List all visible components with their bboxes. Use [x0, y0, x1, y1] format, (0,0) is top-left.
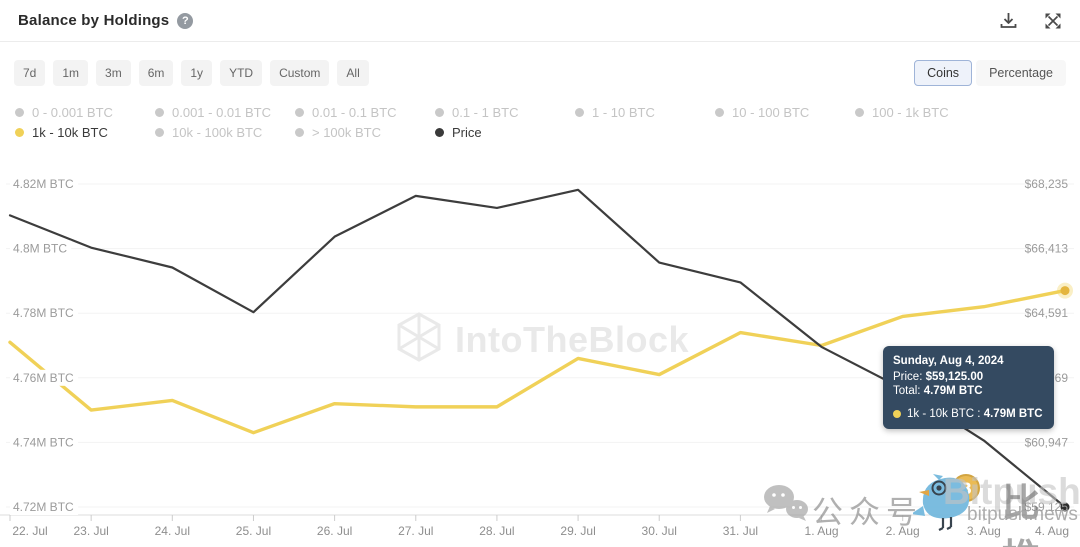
range-button-1m[interactable]: 1m [53, 60, 89, 86]
svg-text:$64,591: $64,591 [1025, 306, 1069, 320]
range-button-7d[interactable]: 7d [14, 60, 46, 86]
legend-item[interactable]: 0.001 - 0.01 BTC [155, 104, 295, 120]
legend-dot-icon [15, 107, 24, 117]
tooltip-price: Price: $59,125.00 [893, 371, 984, 383]
legend-dot-icon [295, 127, 304, 137]
legend-dot-icon [435, 107, 444, 117]
legend-label: 0.1 - 1 BTC [452, 104, 519, 120]
svg-text:4. Aug: 4. Aug [1035, 524, 1069, 538]
svg-text:$66,413: $66,413 [1025, 242, 1069, 256]
range-button-all[interactable]: All [337, 60, 369, 86]
legend-item[interactable]: Price [435, 124, 575, 140]
svg-text:4.82M BTC: 4.82M BTC [13, 177, 74, 191]
legend-item[interactable]: 10k - 100k BTC [155, 124, 295, 140]
legend-label: 0 - 0.001 BTC [32, 104, 113, 120]
svg-text:22. Jul: 22. Jul [12, 524, 47, 538]
legend-dot-icon [435, 127, 444, 137]
legend-label: Price [452, 124, 482, 140]
legend-item[interactable]: 1 - 10 BTC [575, 104, 715, 120]
toolbar: 7d 1m 3m 6m 1y YTD Custom All Coins Percentage [0, 55, 1080, 91]
svg-text:1. Aug: 1. Aug [805, 524, 839, 538]
legend-item[interactable]: 100 - 1k BTC [855, 104, 995, 120]
legend-label: 1 - 10 BTC [592, 104, 655, 120]
tooltip-date: Sunday, Aug 4, 2024 [893, 355, 1004, 367]
range-button-3m[interactable]: 3m [96, 60, 131, 86]
legend-dot-icon [155, 127, 164, 137]
toggle-coins[interactable]: Coins [914, 60, 973, 86]
legend-item[interactable]: 0 - 0.001 BTC [15, 104, 155, 120]
svg-text:24. Jul: 24. Jul [155, 524, 190, 538]
legend-item[interactable]: 10 - 100 BTC [715, 104, 855, 120]
legend-label: 1k - 10k BTC [32, 124, 108, 140]
svg-text:26. Jul: 26. Jul [317, 524, 352, 538]
view-toggle: Coins Percentage [914, 60, 1066, 86]
legend-label: 100 - 1k BTC [872, 104, 949, 120]
legend-item[interactable]: 0.01 - 0.1 BTC [295, 104, 435, 120]
svg-text:4.74M BTC: 4.74M BTC [13, 435, 74, 449]
range-button-ytd[interactable]: YTD [220, 60, 263, 86]
svg-text:29. Jul: 29. Jul [560, 524, 595, 538]
svg-text:4.72M BTC: 4.72M BTC [13, 500, 74, 514]
legend-label: 0.001 - 0.01 BTC [172, 104, 271, 120]
legend-dot-icon [15, 127, 24, 137]
range-button-6m[interactable]: 6m [138, 60, 174, 86]
range-button-custom[interactable]: Custom [270, 60, 330, 86]
series-dot-icon [893, 410, 901, 418]
expand-icon[interactable] [1044, 12, 1062, 30]
legend-dot-icon [575, 107, 584, 117]
legend-dot-icon [295, 107, 304, 117]
legend-label: 10k - 100k BTC [172, 124, 263, 140]
range-button-1y[interactable]: 1y [181, 60, 213, 86]
svg-text:25. Jul: 25. Jul [236, 524, 271, 538]
svg-text:23. Jul: 23. Jul [73, 524, 108, 538]
svg-text:$68,235: $68,235 [1025, 177, 1069, 191]
download-icon[interactable] [999, 11, 1018, 30]
legend-label: 0.01 - 0.1 BTC [312, 104, 397, 120]
header: Balance by Holdings ? [0, 0, 1080, 42]
tooltip-series-row: 1k - 10k BTC : 4.79M BTC [893, 407, 1044, 421]
legend-item[interactable]: 1k - 10k BTC [15, 124, 155, 140]
svg-text:$60,947: $60,947 [1025, 435, 1069, 449]
help-icon[interactable]: ? [177, 12, 194, 29]
svg-text:4.8M BTC: 4.8M BTC [13, 242, 67, 256]
toggle-percentage[interactable]: Percentage [976, 60, 1066, 86]
tooltip-total: Total: 4.79M BTC [893, 385, 983, 397]
legend-item[interactable]: > 100k BTC [295, 124, 435, 140]
svg-text:3. Aug: 3. Aug [967, 524, 1001, 538]
legend-dot-icon [855, 107, 864, 117]
svg-text:30. Jul: 30. Jul [642, 524, 677, 538]
svg-text:4.78M BTC: 4.78M BTC [13, 306, 74, 320]
legend-label: 10 - 100 BTC [732, 104, 810, 120]
legend-dot-icon [155, 107, 164, 117]
svg-text:$59,125: $59,125 [1025, 500, 1069, 514]
svg-text:28. Jul: 28. Jul [479, 524, 514, 538]
svg-text:27. Jul: 27. Jul [398, 524, 433, 538]
page-title: Balance by Holdings [18, 12, 170, 29]
legend-item[interactable]: 0.1 - 1 BTC [435, 104, 575, 120]
chart-tooltip: Sunday, Aug 4, 2024 Price: $59,125.00 To… [883, 346, 1054, 429]
legend: 0 - 0.001 BTC 0.001 - 0.01 BTC 0.01 - 0.1 … [15, 104, 1075, 144]
time-range-group: 7d 1m 3m 6m 1y YTD Custom All [14, 60, 369, 86]
legend-dot-icon [715, 107, 724, 117]
legend-label: > 100k BTC [312, 124, 382, 140]
svg-text:4.76M BTC: 4.76M BTC [13, 371, 74, 385]
svg-text:31. Jul: 31. Jul [723, 524, 758, 538]
svg-text:2. Aug: 2. Aug [886, 524, 920, 538]
